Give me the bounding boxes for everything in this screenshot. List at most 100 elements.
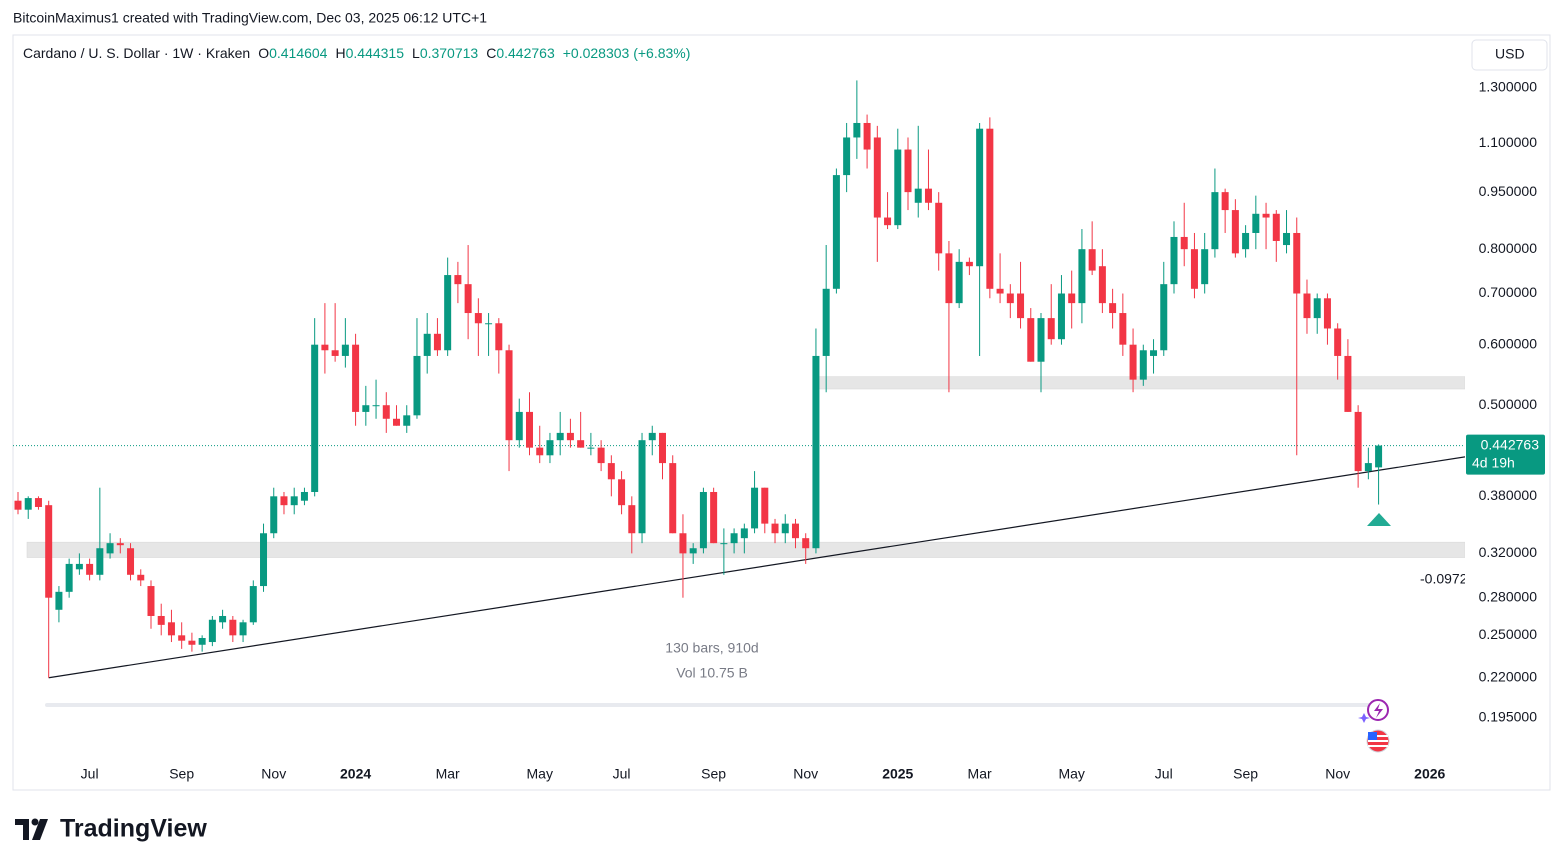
y-tick-label: 0.280000 (1479, 588, 1538, 604)
candle-body (321, 344, 329, 351)
arrow-marker (1367, 513, 1391, 526)
candle-body (658, 432, 666, 464)
measure-bars: 130 bars, 910d (665, 640, 758, 656)
plot-area: -0.0972 130 bars, 910d Vol 10.75 B (13, 80, 1465, 681)
candle-body (280, 496, 288, 506)
candle-body (802, 538, 810, 549)
candle-body (362, 405, 370, 412)
candle-body (1160, 284, 1168, 351)
currency-button[interactable] (1471, 39, 1548, 71)
candle-body (372, 405, 380, 407)
candle-body (444, 275, 452, 351)
x-tick-label: Jul (81, 766, 99, 782)
y-tick-label: 1.300000 (1479, 79, 1538, 95)
candle-body (1293, 232, 1301, 294)
candle-body (904, 149, 912, 193)
y-tick-label: 0.320000 (1479, 544, 1538, 560)
candle-body (945, 253, 953, 304)
candle-body (239, 622, 247, 636)
flag-stripe (1368, 735, 1388, 737)
candle-body (1262, 213, 1270, 218)
candle-body (75, 563, 83, 570)
candle-body (740, 528, 748, 539)
candle-body (1139, 350, 1147, 380)
x-tick-label: 2025 (882, 766, 913, 782)
candle-body (423, 333, 431, 356)
y-tick-label: 0.500000 (1479, 396, 1538, 412)
candle-body (669, 463, 677, 534)
y-tick-label: 0.800000 (1479, 240, 1538, 256)
candle-body (1231, 210, 1239, 254)
candle-body (751, 487, 759, 529)
candle-body (843, 137, 851, 176)
candle-body (526, 411, 533, 448)
candle-body (1017, 293, 1025, 319)
x-tick-label: Sep (169, 766, 194, 782)
x-tick-label: Jul (613, 766, 631, 782)
candle-body (894, 149, 902, 226)
candle-body (1201, 249, 1209, 285)
price-zone (26, 541, 1465, 558)
candle-body (1180, 236, 1188, 250)
candle-body (24, 498, 32, 510)
candle-body (587, 447, 595, 449)
candle-body (413, 355, 421, 416)
candle-body (1375, 445, 1383, 468)
candle-body (1190, 249, 1198, 289)
candle-body (65, 563, 73, 592)
candle-body (771, 523, 779, 534)
candle-body (577, 440, 585, 448)
candle-body (1242, 232, 1250, 250)
candle-body (955, 261, 963, 304)
candle-body (761, 487, 769, 524)
open-value: 0.414604 (269, 45, 328, 61)
candle-body (341, 344, 349, 356)
candle-body (1027, 318, 1035, 362)
candle-body (1129, 344, 1137, 380)
countdown-label: 4d 19h (1472, 454, 1515, 470)
candle-body (505, 350, 513, 441)
close-value: 0.442763 (496, 45, 555, 61)
candle-body (884, 217, 892, 226)
candle-body (976, 128, 984, 267)
candle-body (638, 440, 646, 534)
candle-body (1047, 318, 1055, 340)
candle-body (1283, 232, 1291, 246)
legend-letter: O (258, 45, 270, 61)
candle-body (515, 411, 523, 441)
candle-body (648, 432, 656, 441)
byline: BitcoinMaximus1 created with TradingView… (13, 10, 487, 26)
chart-frame (12, 34, 1551, 791)
candle-body (1057, 293, 1065, 340)
candle-body (1344, 355, 1352, 412)
y-tick-label: 0.250000 (1479, 626, 1538, 642)
currency-label[interactable]: USD (1495, 46, 1525, 62)
symbol-legend: Cardano / U. S. Dollar · 1W · Kraken O0.4… (23, 45, 698, 61)
candle-body (178, 635, 186, 641)
candle-body (1272, 213, 1280, 241)
x-tick-label: Nov (1325, 766, 1350, 782)
candle-body (1006, 293, 1014, 304)
measure-volume: Vol 10.75 B (676, 665, 748, 681)
y-tick-label: 0.195000 (1479, 709, 1538, 725)
logo-text: TradingView (60, 815, 207, 843)
candle-body (935, 202, 943, 254)
high-value: 0.444315 (345, 45, 405, 61)
candle-body (822, 288, 830, 356)
candle-body (1068, 293, 1076, 304)
candle-body (546, 440, 554, 456)
candle-body (300, 491, 308, 501)
candle-body (914, 188, 922, 203)
candle-body (352, 344, 360, 412)
candle-body (219, 615, 227, 623)
x-tick-label: Jul (1155, 766, 1173, 782)
candle-body (679, 533, 687, 554)
candle-body (607, 463, 615, 480)
flag-stripe (1368, 740, 1388, 742)
x-tick-label: 2026 (1414, 766, 1445, 782)
candle-body (208, 619, 216, 643)
candle-body (137, 574, 145, 581)
candle-body (832, 175, 840, 289)
